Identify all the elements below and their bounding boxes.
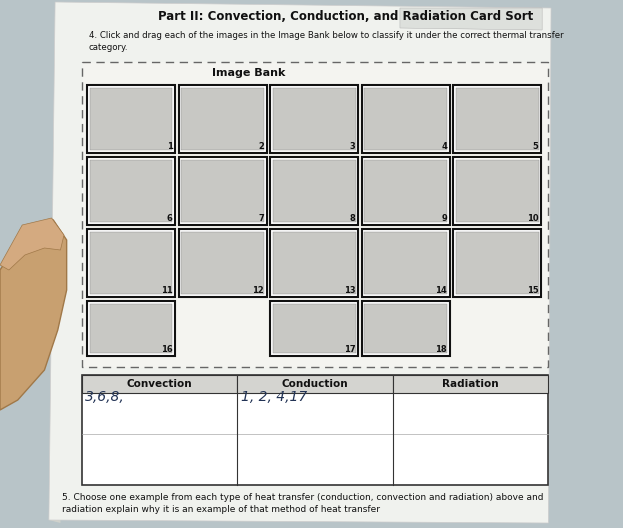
Bar bbox=[270, 229, 358, 297]
Bar bbox=[454, 157, 541, 225]
Text: 14: 14 bbox=[435, 286, 447, 295]
Bar bbox=[393, 375, 548, 393]
Text: 12: 12 bbox=[252, 286, 264, 295]
Bar bbox=[82, 375, 548, 485]
Bar bbox=[237, 375, 393, 393]
Bar bbox=[179, 157, 267, 225]
Bar bbox=[362, 157, 450, 225]
Bar bbox=[90, 304, 173, 353]
Text: Part II: Convection, Conduction, and Radiation Card Sort: Part II: Convection, Conduction, and Rad… bbox=[158, 10, 533, 23]
Text: 3: 3 bbox=[350, 142, 356, 151]
Bar bbox=[179, 85, 267, 153]
Text: 13: 13 bbox=[344, 286, 356, 295]
Text: 16: 16 bbox=[161, 345, 173, 354]
Text: 3,6,8,: 3,6,8, bbox=[85, 390, 125, 404]
Bar bbox=[273, 88, 356, 150]
Bar bbox=[364, 304, 447, 353]
Text: Conduction: Conduction bbox=[282, 379, 348, 389]
Text: 6: 6 bbox=[166, 214, 173, 223]
Bar bbox=[456, 160, 539, 222]
Text: 1, 2, 4,17: 1, 2, 4,17 bbox=[241, 390, 307, 404]
Bar bbox=[270, 85, 358, 153]
Text: radiation explain why it is an example of that method of heat transfer: radiation explain why it is an example o… bbox=[62, 505, 380, 514]
Bar bbox=[456, 88, 539, 150]
Bar bbox=[456, 232, 539, 294]
Text: 8: 8 bbox=[350, 214, 356, 223]
Bar bbox=[364, 160, 447, 222]
Bar bbox=[364, 88, 447, 150]
Text: 7: 7 bbox=[258, 214, 264, 223]
Bar bbox=[87, 157, 175, 225]
Text: 4. Click and drag each of the images in the Image Bank below to classify it unde: 4. Click and drag each of the images in … bbox=[89, 31, 563, 40]
Text: category.: category. bbox=[89, 43, 128, 52]
Polygon shape bbox=[49, 2, 551, 523]
Bar bbox=[90, 160, 173, 222]
Bar bbox=[90, 88, 173, 150]
Text: 10: 10 bbox=[527, 214, 539, 223]
Polygon shape bbox=[400, 8, 542, 30]
Bar bbox=[273, 304, 356, 353]
Bar bbox=[179, 229, 267, 297]
Bar bbox=[181, 160, 264, 222]
Bar bbox=[273, 160, 356, 222]
Bar bbox=[270, 157, 358, 225]
Text: 5. Choose one example from each type of heat transfer (conduction, convection an: 5. Choose one example from each type of … bbox=[62, 493, 544, 502]
Text: 11: 11 bbox=[161, 286, 173, 295]
Bar bbox=[90, 232, 173, 294]
Bar bbox=[181, 232, 264, 294]
Text: Convection: Convection bbox=[126, 379, 193, 389]
Bar bbox=[82, 62, 548, 367]
Bar bbox=[181, 88, 264, 150]
Text: 15: 15 bbox=[527, 286, 539, 295]
Bar bbox=[454, 229, 541, 297]
Bar bbox=[273, 232, 356, 294]
Bar bbox=[82, 375, 237, 393]
Text: 2: 2 bbox=[258, 142, 264, 151]
Text: 4: 4 bbox=[441, 142, 447, 151]
Polygon shape bbox=[0, 218, 64, 270]
Bar bbox=[362, 229, 450, 297]
Bar bbox=[270, 301, 358, 356]
Polygon shape bbox=[49, 2, 62, 523]
Bar bbox=[454, 85, 541, 153]
Bar bbox=[87, 85, 175, 153]
Text: 9: 9 bbox=[441, 214, 447, 223]
Bar bbox=[364, 232, 447, 294]
Text: 5: 5 bbox=[533, 142, 539, 151]
Polygon shape bbox=[0, 220, 67, 410]
Text: 17: 17 bbox=[344, 345, 356, 354]
Text: Image Bank: Image Bank bbox=[212, 68, 285, 78]
Text: Radiation: Radiation bbox=[442, 379, 499, 389]
Bar bbox=[362, 85, 450, 153]
Bar bbox=[87, 301, 175, 356]
Bar bbox=[362, 301, 450, 356]
Text: 1: 1 bbox=[166, 142, 173, 151]
Bar bbox=[87, 229, 175, 297]
Text: 18: 18 bbox=[435, 345, 447, 354]
